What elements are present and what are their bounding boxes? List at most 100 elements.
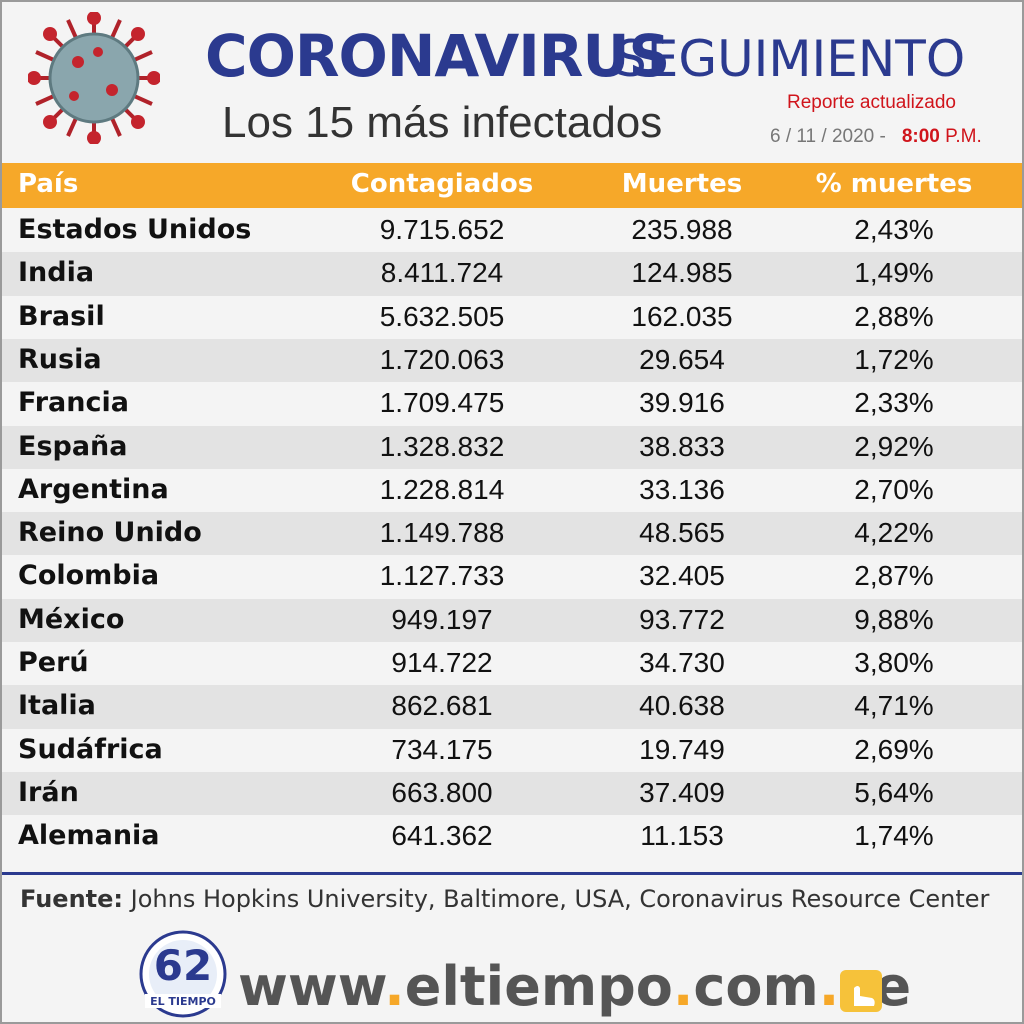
table-cell: 37.409 — [639, 776, 725, 808]
logo-number: 62 — [154, 941, 212, 990]
table-cell: 862.681 — [391, 690, 493, 722]
table-cell: 2,88% — [854, 300, 934, 332]
table-cell: 48.565 — [639, 517, 725, 549]
column-header: País — [18, 169, 79, 199]
table-row: México 949.197 93.772 9,88% — [2, 598, 1022, 642]
table-cell: 1,49% — [854, 257, 934, 289]
table-row: España 1.328.832 38.833 2,92% — [2, 425, 1022, 469]
table-cell: 2,69% — [854, 733, 934, 765]
table-cell: 2,33% — [854, 387, 934, 419]
divider — [2, 872, 1022, 875]
country: Sudáfrica — [18, 733, 163, 765]
table-row: Estados Unidos 9.715.652 235.988 2,43% — [2, 209, 1022, 252]
table-cell: 235.988 — [631, 214, 733, 245]
website[interactable]: www.eltiempo.com.ve — [238, 955, 911, 1018]
table-cell: 8.411.724 — [380, 257, 504, 289]
table-cell: 9.715.652 — [379, 214, 505, 245]
source-text: Johns Hopkins University, Baltimore, USA… — [130, 885, 990, 913]
website-part[interactable]: eltiempo — [404, 955, 673, 1018]
website-part[interactable]: . — [818, 955, 840, 1018]
table-cell: 2,92% — [854, 430, 934, 462]
country: Francia — [18, 387, 129, 419]
virus-icon — [28, 12, 160, 144]
table-cell: 4,22% — [854, 517, 934, 549]
website-part[interactable]: www — [238, 955, 385, 1018]
table-cell: 39.916 — [639, 387, 725, 419]
table-cell: 949.197 — [391, 603, 493, 635]
country: Argentina — [18, 473, 169, 505]
country: Italia — [18, 690, 96, 722]
report-date: 6 / 11 / 2020 - — [770, 126, 886, 147]
source: Fuente: Johns Hopkins University, Baltim… — [20, 885, 989, 913]
table-row: Rusia 1.720.063 29.654 1,72% — [2, 338, 1022, 383]
table-cell: 914.722 — [391, 647, 493, 678]
report-date-line: 6 / 11 / 2020 - 8:00 P.M. — [770, 126, 982, 148]
table-cell: 11.153 — [640, 820, 724, 852]
report-label: Reporte actualizado — [787, 92, 956, 113]
table-row: India 8.411.724 124.985 1,49% — [2, 252, 1022, 296]
table-row: Perú 914.722 34.730 3,80% — [2, 642, 1022, 685]
table-row: Alemania 641.362 11.153 1,74% — [2, 815, 1022, 858]
click-icon — [840, 970, 882, 1012]
table-cell: 124.985 — [631, 257, 733, 289]
table-cell: 2,43% — [854, 214, 934, 245]
country: Alemania — [18, 820, 160, 852]
country: India — [18, 257, 95, 289]
table-row: Colombia 1.127.733 32.405 2,87% — [2, 555, 1022, 598]
table-cell: 33.136 — [639, 473, 725, 505]
table-row: Argentina 1.228.814 33.136 2,70% — [2, 469, 1022, 512]
title: CORONAVIRUS — [205, 22, 670, 90]
country: Colombia — [18, 560, 160, 592]
table-header: País Contagiados Muertes % muertes — [2, 163, 1022, 208]
table-row: Irán 663.800 37.409 5,64% — [2, 771, 1022, 816]
table-cell: 1,74% — [854, 820, 934, 852]
table-cell: 2,87% — [854, 560, 934, 592]
country: Perú — [18, 647, 89, 678]
country: Estados Unidos — [18, 214, 252, 245]
country: España — [18, 430, 128, 462]
country: Brasil — [18, 300, 105, 332]
table-cell: 3,80% — [854, 647, 934, 678]
source-label: Fuente: — [20, 885, 123, 913]
table-cell: 2,70% — [854, 473, 934, 505]
table-cell: 34.730 — [639, 647, 725, 678]
report-time: 8:00 — [901, 126, 940, 147]
table-row: Italia 862.681 40.638 4,71% — [2, 685, 1022, 729]
website-part[interactable]: . — [384, 955, 405, 1018]
table-row: Brasil 5.632.505 162.035 2,88% — [2, 296, 1022, 339]
country: Reino Unido — [18, 517, 202, 549]
table-cell: 162.035 — [631, 300, 733, 332]
table-row: Francia 1.709.475 39.916 2,33% — [2, 382, 1022, 425]
table-row: Sudáfrica 734.175 19.749 2,69% — [2, 729, 1022, 772]
logo-name: EL TIEMPO — [150, 995, 216, 1008]
country: Rusia — [18, 343, 102, 375]
table-cell: 4,71% — [854, 690, 934, 722]
table-cell: 734.175 — [391, 733, 493, 765]
table-cell: 32.405 — [639, 560, 725, 592]
table-cell: 1.228.814 — [379, 473, 505, 505]
subtitle: Los 15 más infectados — [222, 98, 663, 147]
table-cell: 29.654 — [639, 343, 725, 375]
column-header: % muertes — [815, 169, 973, 199]
table-cell: 40.638 — [639, 690, 725, 722]
column-header: Contagiados — [350, 169, 534, 199]
table-row: Reino Unido 1.149.788 48.565 4,22% — [2, 512, 1022, 556]
table-cell: 9,88% — [854, 603, 934, 635]
website-part[interactable]: . — [672, 955, 694, 1018]
table-cell: 1.328.832 — [379, 430, 505, 462]
table-cell: 1.709.475 — [379, 387, 505, 419]
title-sub: SEGUIMIENTO — [615, 30, 966, 88]
table-cell: 19.749 — [639, 733, 725, 765]
table-cell: 663.800 — [391, 776, 493, 808]
website-part[interactable]: com — [693, 955, 819, 1018]
table-cell: 641.362 — [391, 820, 493, 852]
column-header: Muertes — [621, 169, 743, 199]
table-cell: 1,72% — [854, 343, 934, 375]
table-cell: 38.833 — [639, 430, 725, 462]
table-cell: 1.149.788 — [379, 517, 505, 549]
country: México — [18, 603, 125, 635]
table-cell: 5,64% — [854, 776, 934, 808]
table-cell: 5.632.505 — [379, 300, 505, 332]
table-cell: 93.772 — [639, 603, 725, 635]
